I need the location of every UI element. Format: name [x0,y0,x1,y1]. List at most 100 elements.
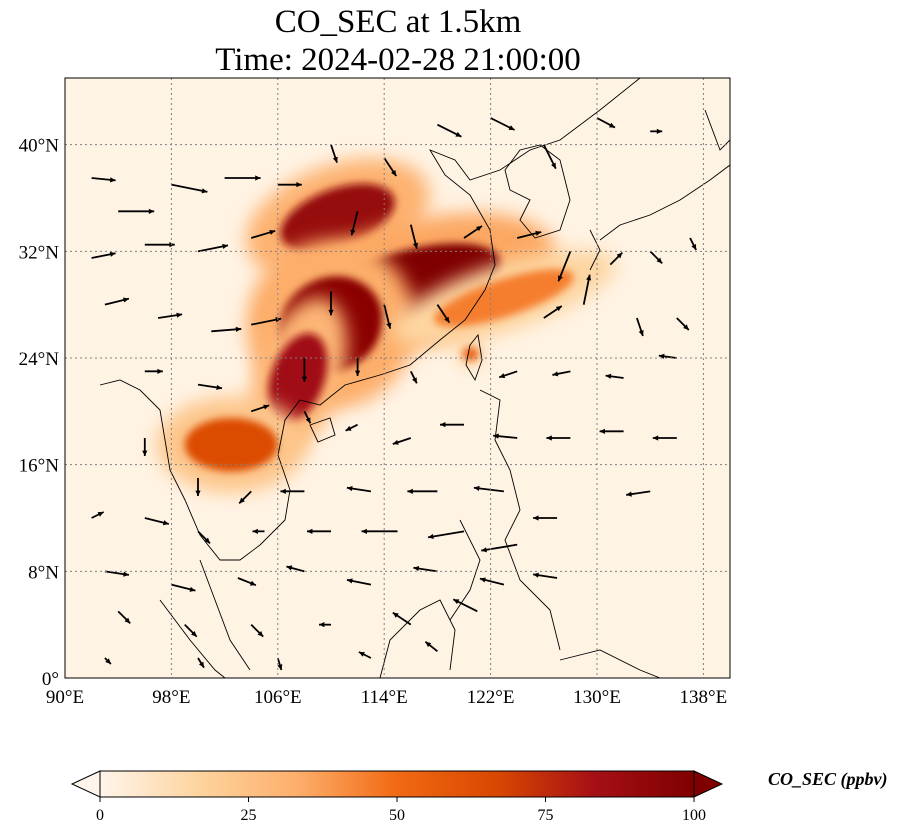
lat-tick-label: 0° [42,669,59,690]
wind-vector [144,368,163,374]
wind-vector [144,517,170,526]
colorbar-extend-max [693,770,724,798]
wind-vector [652,435,677,441]
plume-core-indochina [184,418,278,472]
map-frame [64,77,731,679]
co-concentration-field [156,158,616,493]
lat-tick-label: 32°N [19,242,60,263]
wind-vector [452,598,478,613]
colorbar-body [99,770,695,798]
longitude-ticks: 90°E 98°E 106°E 114°E 122°E 130°E 138°E [46,687,727,708]
wind-vector [436,123,462,138]
coastline-china-mainland [259,78,641,546]
wind-vector [605,373,624,379]
wind-vector [440,422,464,428]
wind-vector [104,297,130,306]
coastline-indochina [99,379,261,671]
coastline-japan [589,109,730,271]
wind-vector [197,383,223,391]
gridlines [65,78,730,678]
colorbar-tick-label: 100 [682,807,706,824]
map-axes: 90°E 98°E 106°E 114°E 122°E 130°E 138°E 0° 8°N 1… [19,77,731,708]
wind-vector [171,183,208,194]
wind-vector [609,252,623,266]
wind-vector [350,211,359,236]
wind-vector [142,438,148,456]
wind-vector [649,250,663,264]
lon-tick-label: 114°E [361,687,408,708]
coastline-hainan [309,417,336,443]
wind-vector [409,370,418,384]
wind-vector [144,242,175,248]
lat-tick-label: 8°N [28,562,59,583]
plume-core-east-china-sea [434,269,574,327]
lon-tick-label: 90°E [46,687,84,708]
wind-vector [533,515,558,521]
wind-vector [280,488,305,494]
wind-vector [498,370,518,379]
wind-vector [392,437,412,445]
coastline-borneo [379,599,456,678]
colorbar: 0 25 50 75 100 [70,770,724,824]
wind-vector [237,577,257,587]
wind-vector [650,128,663,134]
colorbar-tick-label: 25 [241,807,257,824]
wind-vector [91,511,105,519]
wind-vector [238,490,252,504]
wind-vector [328,291,334,316]
wind-vector [91,251,116,259]
latitude-ticks: 0° 8°N 16°N 24°N 32°N 40°N [19,136,60,690]
wind-vector [250,624,264,638]
wind-vector [481,543,518,553]
wind-vector [543,305,563,319]
wind-vector [479,577,505,586]
wind-vector [596,117,616,129]
wind-vector [689,237,697,251]
wind-vector [490,117,516,131]
wind-vector [307,528,331,534]
wind-vector [346,485,372,493]
wind-vector [104,657,112,665]
plume-core-taiwan [462,347,479,361]
wind-vector [361,528,398,534]
wind-vector [493,433,518,439]
wind-vector [473,485,505,493]
lat-tick-label: 24°N [19,349,60,370]
wind-vector [250,229,276,239]
wind-vector [171,583,196,592]
wind-vector [383,304,392,329]
wind-vector [463,225,483,239]
wind-vector [211,326,242,333]
wind-vector [330,144,338,163]
coastline-korea [504,144,571,239]
wind-vector [676,317,690,331]
wind-vector [118,208,155,214]
lon-tick-label: 138°E [680,687,728,708]
wind-vector [195,478,201,496]
coastline-sumatra [159,599,226,678]
wind-vector [658,353,677,359]
wind-vector [224,175,261,181]
wind-vector [303,410,312,424]
wind-vector [358,651,372,659]
lat-tick-label: 40°N [19,136,60,157]
wind-vector [546,435,571,441]
wind-vector [516,230,542,239]
wind-vector [383,157,397,177]
wind-vector [346,578,372,586]
wind-vector [392,611,412,626]
wind-vector [319,622,331,628]
lat-tick-label: 16°N [19,456,60,477]
wind-vector [354,358,361,376]
wind-vector [532,572,558,579]
wind-vector [250,404,270,413]
wind-vector [117,610,131,624]
wind-vector [252,528,265,534]
wind-vector [301,358,308,382]
coastlines [99,78,730,678]
wind-vectors [91,117,697,671]
wind-vector [276,657,283,671]
lon-tick-label: 106°E [254,687,302,708]
wind-vector [409,224,419,249]
